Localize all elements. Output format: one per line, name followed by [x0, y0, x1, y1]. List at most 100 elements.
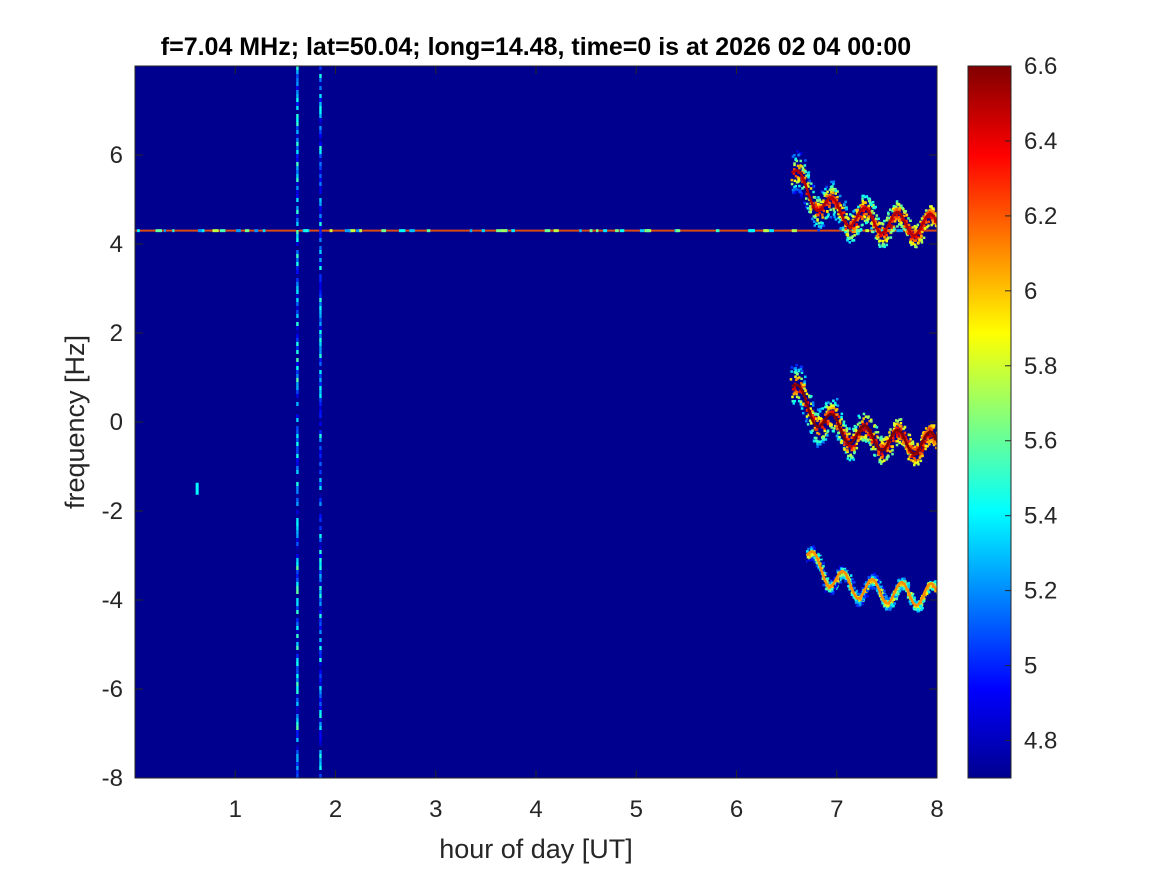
trace-speckle — [908, 226, 912, 230]
trace-speckle — [888, 607, 891, 611]
trace-speckle — [884, 231, 887, 235]
trace-speckle — [837, 580, 841, 584]
trace-speckle — [889, 445, 893, 448]
trace-speckle — [888, 434, 892, 438]
trace-speckle — [914, 608, 917, 611]
trace-speckle — [822, 209, 826, 213]
trace-speckle — [850, 593, 854, 597]
trace-speckle — [894, 419, 898, 422]
trace-speckle — [867, 585, 871, 588]
trace-speckle — [908, 442, 912, 446]
vertical-line-segment — [319, 582, 322, 586]
trace-speckle — [897, 579, 900, 582]
vertical-line-segment — [296, 574, 299, 578]
trace-speckle — [881, 460, 884, 463]
line-speckle — [381, 229, 387, 233]
trace-speckle — [866, 587, 870, 591]
doppler-trace — [791, 383, 937, 455]
trace-speckle — [926, 437, 930, 441]
vertical-line-segment — [296, 422, 299, 426]
vertical-line-segment — [296, 206, 299, 210]
trace-speckle — [865, 218, 869, 222]
trace-speckle — [871, 221, 874, 224]
trace-speckle — [885, 219, 888, 222]
trace-speckle — [842, 424, 845, 427]
trace-speckle — [821, 566, 824, 570]
trace-speckle — [810, 555, 814, 558]
line-speckle — [359, 229, 362, 233]
vertical-line-segment — [296, 410, 299, 414]
trace-speckle — [895, 426, 898, 429]
vertical-line-segment — [319, 618, 322, 622]
trace-speckle — [850, 446, 854, 450]
vertical-line-segment — [319, 674, 322, 678]
trace-speckle — [911, 454, 914, 457]
trace-speckle — [810, 182, 813, 185]
trace-speckle — [923, 227, 927, 230]
trace-speckle — [849, 580, 853, 583]
trace-speckle — [933, 212, 936, 215]
trace-speckle — [909, 437, 912, 441]
trace-speckle — [794, 191, 798, 194]
trace-speckle — [859, 204, 862, 207]
trace-speckle — [886, 446, 890, 449]
trace-speckle — [795, 159, 799, 163]
colorbar-tick-label: 5.6 — [1024, 428, 1057, 455]
trace-speckle — [920, 454, 924, 458]
trace-speckle — [919, 459, 923, 463]
trace-speckle — [904, 435, 907, 439]
trace-speckle — [846, 570, 849, 573]
trace-speckle — [879, 436, 882, 440]
trace-speckle — [876, 430, 880, 434]
trace-speckle — [793, 391, 797, 394]
trace-speckle — [804, 404, 807, 407]
trace-speckle — [876, 589, 879, 593]
trace-speckle — [856, 229, 859, 232]
trace-speckle — [880, 445, 884, 448]
trace-speckle — [823, 583, 826, 587]
trace-speckle — [817, 565, 821, 569]
trace-speckle — [831, 589, 834, 592]
vertical-line-segment — [296, 594, 299, 598]
trace-speckle — [842, 429, 846, 432]
trace-speckle — [865, 195, 869, 198]
vertical-line-segment — [296, 490, 299, 494]
trace-speckle — [808, 561, 811, 564]
vertical-line-segment — [296, 622, 299, 626]
vertical-line-segment — [296, 102, 299, 106]
trace-speckle — [867, 576, 870, 579]
vertical-line-segment — [296, 306, 299, 310]
trace-speckle — [856, 423, 860, 426]
trace-speckle — [872, 225, 875, 229]
trace-speckle — [828, 406, 831, 409]
vertical-line-segment — [296, 314, 299, 318]
trace-speckle — [819, 407, 822, 411]
vertical-line-segment — [296, 374, 299, 378]
trace-speckle — [794, 378, 798, 382]
trace-speckle — [807, 176, 810, 179]
trace-speckle — [832, 404, 835, 407]
trace-speckle — [850, 456, 853, 460]
trace-speckle — [834, 203, 837, 207]
trace-speckle — [938, 444, 941, 447]
trace-speckle — [837, 431, 840, 435]
trace-speckle — [883, 444, 887, 448]
vertical-line-segment — [319, 138, 322, 142]
trace-speckle — [830, 594, 833, 598]
trace-speckle — [838, 565, 842, 568]
vertical-line-segment — [319, 202, 322, 206]
vertical-line-segment — [296, 506, 299, 510]
trace-speckle — [800, 407, 804, 410]
trace-speckle — [930, 218, 934, 221]
vertical-line-segment — [319, 734, 322, 738]
trace-speckle — [866, 439, 870, 442]
vertical-line-segment — [319, 358, 322, 362]
vertical-line-segment — [319, 478, 322, 482]
vertical-line-segment — [319, 622, 322, 626]
trace-speckle — [906, 451, 910, 454]
vertical-line-segment — [319, 218, 322, 222]
line-speckle — [409, 229, 415, 233]
trace-speckle — [791, 395, 794, 399]
trace-speckle — [813, 440, 816, 443]
trace-speckle — [832, 180, 836, 183]
